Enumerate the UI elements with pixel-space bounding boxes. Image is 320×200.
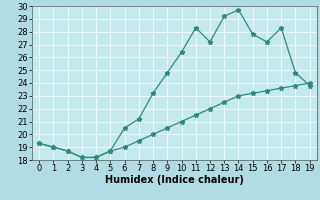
X-axis label: Humidex (Indice chaleur): Humidex (Indice chaleur) xyxy=(105,175,244,185)
